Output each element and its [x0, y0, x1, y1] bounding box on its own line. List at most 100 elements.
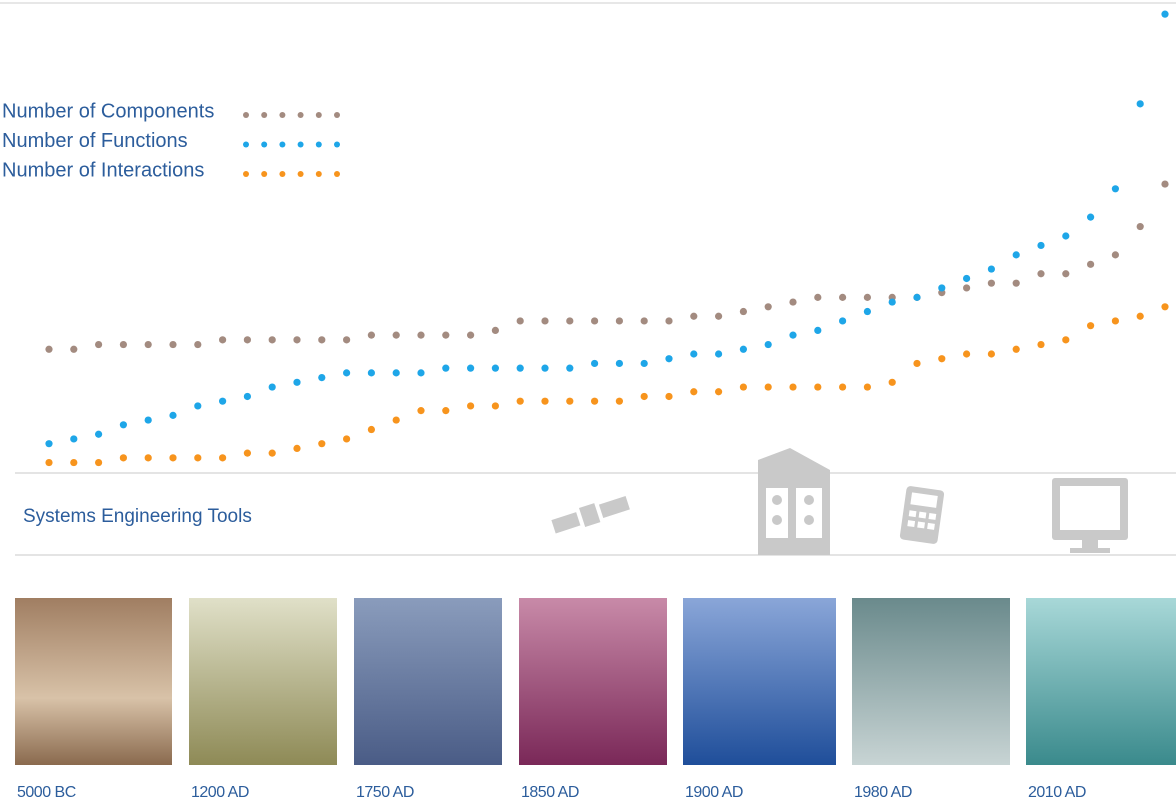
data-dot: [615, 317, 624, 325]
dot-series: [45, 180, 1169, 353]
legend-swatch: [315, 171, 322, 177]
legend-swatch: [297, 112, 304, 118]
legend-swatch: [334, 171, 340, 177]
data-dot: [665, 355, 673, 363]
legend-swatch: [279, 112, 286, 118]
tools-label: Systems Engineering Tools: [23, 506, 252, 527]
data-dot: [1037, 270, 1045, 278]
data-dot: [789, 383, 797, 391]
data-dot: [739, 345, 748, 353]
data-dot: [1161, 10, 1169, 18]
legend-swatch: [297, 171, 304, 177]
data-dot: [1161, 180, 1169, 188]
data-dot: [640, 317, 648, 325]
data-dot: [45, 345, 53, 353]
data-dot: [1111, 317, 1119, 325]
data-dot: [963, 284, 971, 292]
data-dot: [1136, 222, 1144, 231]
data-dot: [119, 454, 127, 462]
data-dot: [987, 350, 996, 358]
data-dot: [665, 317, 673, 325]
data-dot: [442, 407, 450, 415]
data-dot: [119, 340, 127, 349]
data-dot: [764, 383, 772, 391]
data-dot: [591, 397, 599, 405]
legend-swatch: [261, 112, 268, 118]
data-dot: [417, 331, 425, 339]
era-photo: [519, 598, 667, 765]
data-dot: [640, 392, 648, 401]
data-dot: [45, 440, 53, 448]
data-dot: [318, 336, 326, 344]
data-dot: [367, 331, 375, 339]
legend-label: Number of Functions: [2, 130, 188, 152]
data-dot: [194, 340, 202, 349]
legend-swatch: [243, 141, 249, 148]
data-dot: [516, 317, 524, 325]
data-dot: [1087, 260, 1095, 268]
data-dot: [243, 449, 251, 457]
legend-label: Number of Interactions: [2, 159, 204, 181]
data-dot: [888, 298, 896, 306]
era-label: 2010 AD: [1028, 784, 1086, 801]
data-dot: [417, 369, 425, 377]
data-dot: [119, 421, 127, 429]
data-dot: [566, 364, 574, 372]
data-dot: [566, 397, 574, 405]
era-photo: [852, 598, 1010, 765]
data-dot: [1161, 303, 1169, 311]
data-dot: [491, 364, 499, 372]
data-dot: [169, 411, 177, 419]
data-dot: [963, 274, 971, 283]
data-dot: [789, 298, 797, 306]
data-dot: [392, 331, 400, 339]
data-dot: [442, 364, 450, 372]
data-dot: [839, 293, 847, 301]
dot-series: [45, 10, 1169, 448]
legend-swatch: [261, 141, 268, 148]
data-dot: [144, 454, 152, 462]
data-dot: [268, 449, 276, 457]
data-dot: [70, 435, 78, 443]
data-dot: [715, 312, 723, 320]
data-dot: [591, 317, 599, 325]
era-label: 5000 BC: [17, 784, 76, 801]
data-dot: [318, 440, 326, 448]
data-dot: [293, 378, 301, 386]
data-dot: [541, 317, 549, 325]
era-label: 1850 AD: [521, 784, 579, 801]
data-dot: [144, 340, 152, 349]
era-label: 1750 AD: [356, 784, 414, 801]
legend-swatch: [334, 112, 340, 118]
legend-swatch: [315, 141, 322, 148]
data-dot: [690, 388, 698, 396]
data-dot: [615, 397, 624, 405]
data-dot: [1087, 213, 1095, 221]
legend-swatch: [279, 141, 286, 148]
data-dot: [591, 359, 599, 368]
data-dot: [268, 336, 276, 344]
data-dot: [665, 392, 673, 401]
data-dot: [95, 430, 103, 438]
data-dot: [45, 458, 53, 467]
data-dot: [268, 383, 276, 391]
data-dot: [913, 359, 921, 368]
data-dot: [1037, 340, 1045, 349]
data-dot: [715, 350, 723, 358]
data-dot: [814, 326, 822, 334]
data-dot: [219, 336, 227, 344]
data-dot: [789, 331, 797, 339]
data-dot: [1012, 279, 1020, 287]
data-dot: [392, 416, 400, 424]
data-dot: [95, 458, 103, 467]
data-dot: [194, 454, 202, 462]
computer-icon: [758, 448, 830, 555]
data-dot: [814, 293, 822, 301]
data-dot: [1012, 251, 1020, 259]
data-dot: [1012, 345, 1020, 353]
era-label: 1900 AD: [685, 784, 743, 801]
data-dot: [194, 402, 202, 410]
legend-swatch: [243, 171, 249, 177]
data-dot: [467, 402, 475, 410]
